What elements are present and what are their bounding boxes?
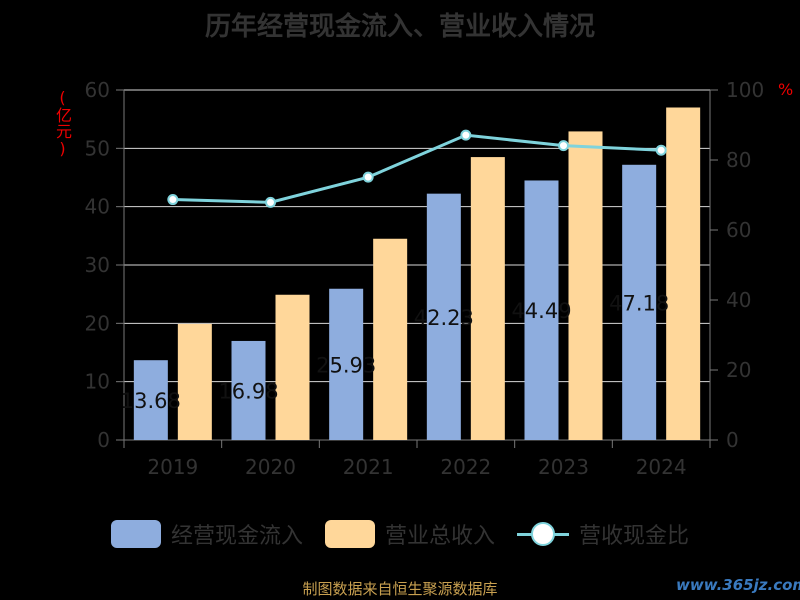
bar-revenue (666, 107, 701, 440)
legend-item-ratio[interactable]: 营收现金比 (517, 518, 689, 550)
bar-data-label: 44.49 (511, 299, 571, 323)
x-tick-label: 2023 (538, 455, 589, 479)
bar-revenue (568, 131, 603, 440)
legend-swatch-cash-inflow (110, 520, 161, 548)
x-tick-label: 2020 (245, 455, 296, 479)
y-left-tick-label: 50 (85, 136, 110, 160)
bar-data-label: 13.68 (121, 389, 181, 413)
y-right-tick-label: 80 (726, 148, 751, 172)
bar-cash-inflow (524, 180, 559, 440)
y-right-tick-label: 60 (726, 218, 751, 242)
bar-revenue (177, 323, 212, 440)
legend-label-cash-inflow: 经营现金流入 (170, 524, 303, 549)
legend-item-cash-inflow[interactable]: 经营现金流入 (110, 518, 303, 550)
chart-title: 历年经营现金流入、营业收入情况 (204, 12, 595, 42)
y-right-tick-label: 40 (726, 288, 751, 312)
bar-data-label: 16.98 (218, 379, 278, 403)
y-right-tick-label: 20 (726, 358, 751, 382)
bar-data-label: 42.23 (414, 306, 474, 330)
bar-data-label: 47.18 (609, 291, 669, 315)
ratio-point (558, 140, 569, 152)
y-left-tick-label: 20 (85, 311, 110, 335)
ratio-line (172, 133, 662, 204)
x-tick-label: 2021 (343, 455, 394, 479)
legend-item-revenue[interactable]: 营业总收入 (324, 518, 495, 550)
y-left-tick-label: 10 (85, 370, 110, 394)
ratio-point (167, 194, 179, 206)
watermark: www.365jz.com (676, 576, 800, 594)
bar-revenue (470, 157, 505, 441)
legend-label-revenue: 营业总收入 (384, 524, 495, 549)
chart-legend: 经营现金流入 营业总收入 营收现金比 (0, 518, 800, 550)
ratio-point (362, 171, 374, 183)
x-tick-label: 2022 (440, 455, 491, 479)
bar-cash-inflow (133, 360, 168, 440)
y-left-tick-label: 60 (85, 78, 110, 102)
x-tick-label: 2024 (636, 455, 687, 479)
right-axis-unit-label: % (778, 80, 794, 99)
legend-label-ratio: 营收现金比 (579, 524, 690, 549)
bar-data-label: 25.93 (316, 353, 376, 377)
bar-revenue (275, 294, 310, 440)
y-right-tick-label: 100 (726, 78, 764, 102)
ratio-point (655, 144, 667, 156)
y-right-tick-label: 0 (726, 428, 739, 452)
data-source-note: 制图数据来自恒生聚源数据库 (302, 580, 498, 598)
legend-swatch-revenue (324, 520, 375, 548)
legend-swatch-ratio (517, 520, 569, 548)
y-left-tick-label: 0 (97, 428, 110, 452)
bar-cash-inflow (622, 164, 657, 441)
ratio-point (265, 196, 276, 208)
bar-cash-inflow (426, 193, 461, 440)
bar-revenue (373, 238, 408, 440)
bar-cash-inflow (231, 340, 266, 440)
y-left-tick-label: 40 (85, 195, 110, 219)
x-tick-label: 2019 (147, 455, 198, 479)
bar-cash-inflow (329, 288, 364, 440)
y-left-tick-label: 30 (85, 253, 110, 277)
ratio-point (460, 129, 472, 141)
left-axis-unit-label: (亿元) (53, 88, 72, 158)
